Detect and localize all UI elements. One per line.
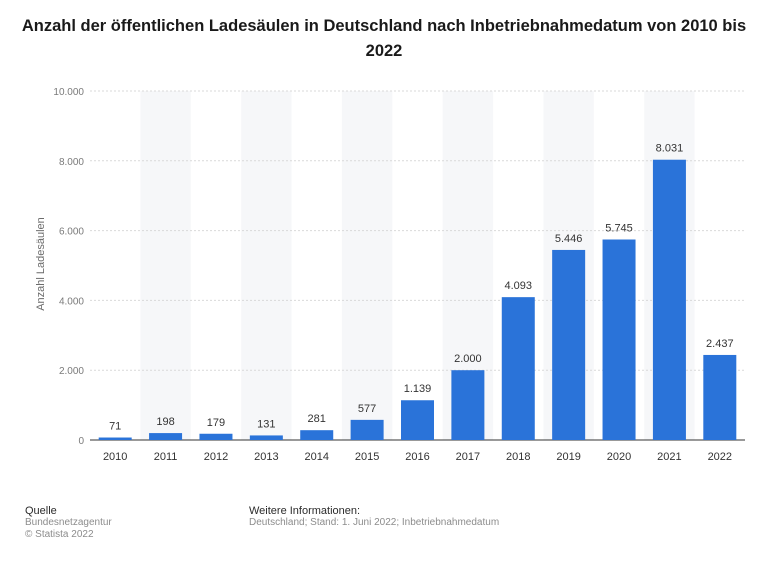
bar (401, 400, 434, 440)
column-band (241, 91, 292, 440)
column-band (341, 91, 393, 440)
bar (300, 430, 334, 440)
value-label: 2.437 (706, 338, 734, 350)
bar (552, 249, 586, 440)
bar (149, 433, 183, 440)
x-tick-label: 2017 (456, 451, 480, 463)
bar (350, 419, 384, 440)
x-tick-label: 2019 (556, 451, 580, 463)
value-label: 198 (156, 416, 174, 428)
x-tick-label: 2010 (103, 451, 127, 463)
x-tick-label: 2013 (254, 451, 278, 463)
x-tick-label: 2020 (607, 451, 631, 463)
copyright-line: © Statista 2022 (25, 529, 94, 540)
y-tick-label: 8.000 (59, 157, 84, 168)
x-tick-label: 2016 (405, 451, 429, 463)
x-tick-label: 2014 (304, 451, 328, 463)
value-label: 1.139 (404, 383, 432, 395)
value-label: 71 (109, 421, 121, 433)
bar (98, 437, 132, 440)
bar (451, 370, 485, 440)
x-tick-label: 2018 (506, 451, 530, 463)
chart-title: Anzahl der öffentlichen Ladesäulen in De… (21, 17, 747, 60)
value-label: 4.093 (505, 280, 533, 292)
source-line: Bundesnetzagentur (25, 517, 112, 528)
value-label: 2.000 (454, 353, 482, 365)
bar (652, 159, 686, 441)
value-label: 577 (358, 403, 376, 415)
x-tick-label: 2021 (657, 451, 681, 463)
bar (501, 297, 535, 440)
value-label: 8.031 (656, 143, 684, 155)
bar (199, 433, 233, 440)
column-band (140, 91, 191, 440)
x-tick-label: 2012 (204, 451, 228, 463)
bar (602, 239, 636, 440)
info-text: Deutschland; Stand: 1. Juni 2022; Inbetr… (249, 517, 500, 528)
x-tick-label: 2011 (154, 451, 178, 463)
value-label: 281 (308, 413, 326, 425)
y-tick-label: 6.000 (59, 227, 84, 238)
bar (249, 435, 283, 440)
value-label: 179 (207, 417, 225, 429)
bar (703, 354, 737, 440)
x-tick-label: 2015 (355, 451, 379, 463)
source-heading: Quelle (25, 505, 57, 517)
source-block: Quelle Bundesnetzagentur © Statista 2022 (25, 505, 112, 541)
y-tick-label: 10.000 (53, 87, 84, 98)
y-tick-label: 0 (78, 436, 84, 447)
value-label: 5.745 (605, 222, 633, 234)
y-tick-label: 4.000 (59, 296, 84, 307)
x-tick-label: 2022 (708, 451, 732, 463)
info-block: Weitere Informationen: Deutschland; Stan… (249, 505, 499, 529)
value-label: 5.446 (555, 233, 583, 245)
y-tick-label: 2.000 (59, 366, 84, 377)
info-heading: Weitere Informationen: (249, 505, 361, 517)
value-label: 131 (257, 418, 275, 430)
